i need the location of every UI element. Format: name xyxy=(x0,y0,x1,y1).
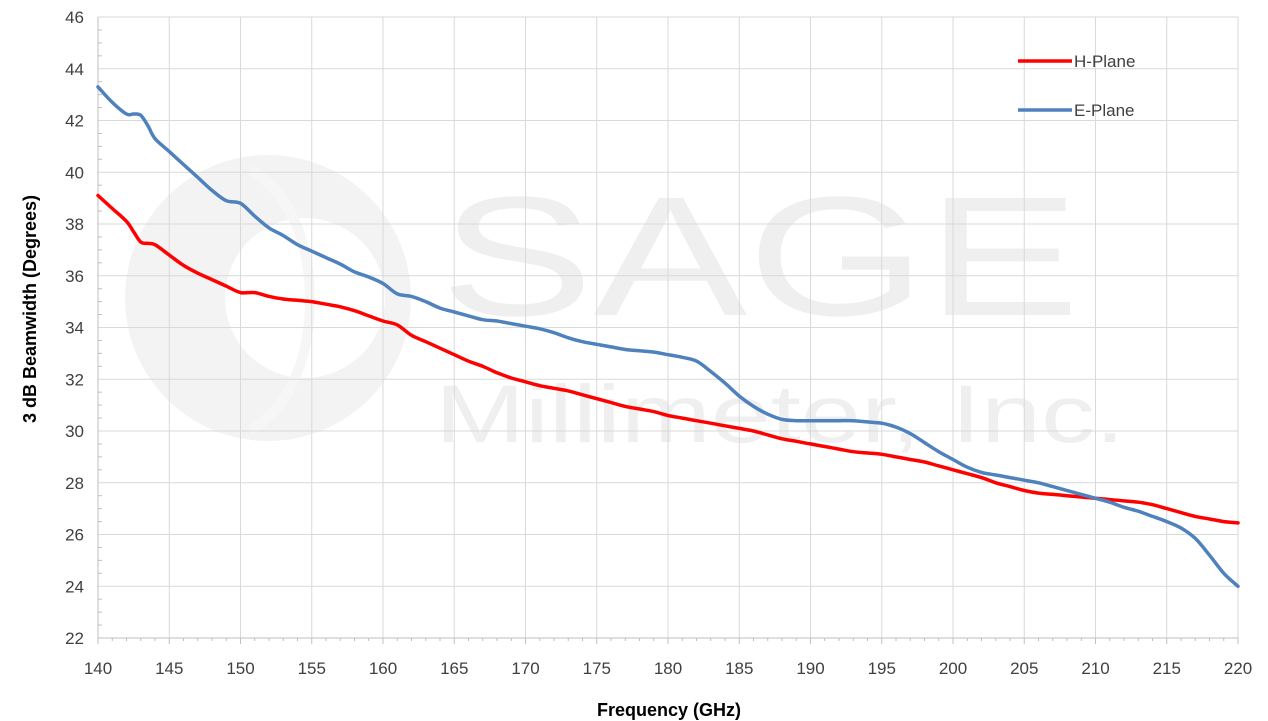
y-tick-label: 40 xyxy=(65,163,84,182)
y-tick-label: 38 xyxy=(65,215,84,234)
x-tick-label: 205 xyxy=(1010,659,1038,678)
y-tick-label: 44 xyxy=(65,60,84,79)
grid xyxy=(98,16,1239,638)
x-tick-label: 180 xyxy=(654,659,682,678)
legend-label-e-plane: E-Plane xyxy=(1074,101,1134,120)
x-tick-label: 145 xyxy=(155,659,183,678)
x-tick-label: 165 xyxy=(440,659,468,678)
tick-labels: 140 145 150 155 160 165 170 175 180 185 190 195 200 2… xyxy=(65,8,1252,678)
logo-swirl-icon xyxy=(125,155,411,441)
x-tick-label: 160 xyxy=(369,659,397,678)
y-tick-label: 22 xyxy=(65,629,84,648)
watermark-line2: Millimeter, Inc. xyxy=(435,369,1125,460)
x-tick-label: 210 xyxy=(1081,659,1109,678)
y-tick-label: 36 xyxy=(65,267,84,286)
x-tick-label: 190 xyxy=(796,659,824,678)
watermark: SAGE Millimeter, Inc. xyxy=(125,155,1125,460)
y-tick-label: 28 xyxy=(65,474,84,493)
y-tick-label: 26 xyxy=(65,526,84,545)
x-tick-label: 140 xyxy=(84,659,112,678)
y-axis-title: 3 dB Beamwidth (Degrees) xyxy=(20,195,40,423)
x-tick-label: 220 xyxy=(1224,659,1252,678)
y-tick-label: 42 xyxy=(65,112,84,131)
series-lines xyxy=(96,85,1240,589)
x-tick-label: 195 xyxy=(868,659,896,678)
x-tick-label: 185 xyxy=(725,659,753,678)
x-tick-label: 170 xyxy=(511,659,539,678)
y-tick-label: 24 xyxy=(65,577,84,596)
axes xyxy=(97,17,1239,644)
series-line-h-plane xyxy=(96,193,1240,525)
legend-label-h-plane: H-Plane xyxy=(1074,52,1135,71)
y-tick-label: 46 xyxy=(65,8,84,27)
x-tick-label: 155 xyxy=(298,659,326,678)
x-tick-label: 200 xyxy=(939,659,967,678)
y-tick-label: 34 xyxy=(65,319,84,338)
x-tick-label: 150 xyxy=(226,659,254,678)
x-tick-label: 215 xyxy=(1153,659,1181,678)
x-tick-label: 175 xyxy=(583,659,611,678)
y-tick-label: 30 xyxy=(65,422,84,441)
x-axis-title: Frequency (GHz) xyxy=(597,700,741,720)
legend: H-Plane E-Plane xyxy=(1018,52,1135,120)
y-tick-label: 32 xyxy=(65,370,84,389)
watermark-line1: SAGE xyxy=(440,162,1080,352)
series-line-e-plane xyxy=(96,85,1240,589)
